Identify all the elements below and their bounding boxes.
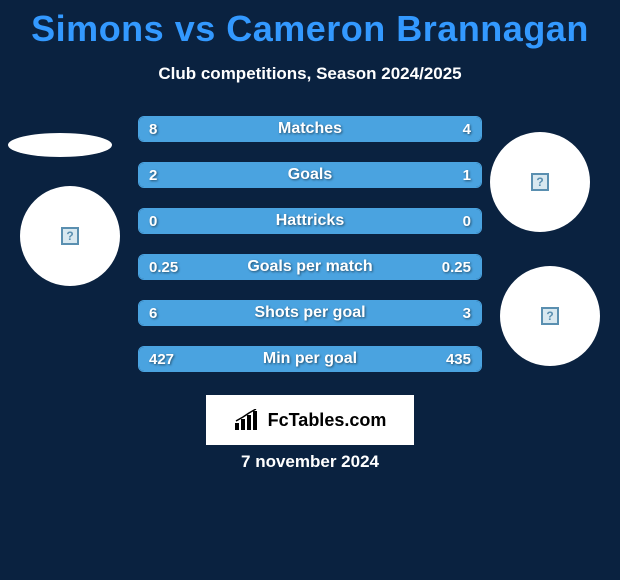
subtitle: Club competitions, Season 2024/2025 [0, 64, 620, 84]
stat-row: 2 Goals 1 [138, 162, 482, 188]
stat-label: Min per goal [139, 347, 481, 371]
placeholder-icon: ? [531, 173, 549, 191]
stat-value-right: 0 [463, 209, 471, 233]
brand-text: FcTables.com [268, 410, 387, 431]
stat-bars: 8 Matches 4 2 Goals 1 0 Hattricks 0 0.25… [138, 116, 482, 392]
stat-value-right: 0.25 [442, 255, 471, 279]
stat-value-right: 435 [446, 347, 471, 371]
stat-row: 427 Min per goal 435 [138, 346, 482, 372]
stat-row: 8 Matches 4 [138, 116, 482, 142]
stat-value-right: 4 [463, 117, 471, 141]
placeholder-icon: ? [61, 227, 79, 245]
decoration-circle-left: ? [20, 186, 120, 286]
stat-label: Goals per match [139, 255, 481, 279]
stat-label: Hattricks [139, 209, 481, 233]
brand-badge: FcTables.com [206, 395, 414, 445]
stat-value-right: 3 [463, 301, 471, 325]
comparison-area: ? ? ? 8 Matches 4 2 Goals 1 0 Hattricks … [0, 116, 620, 416]
decoration-circle-right-1: ? [490, 132, 590, 232]
stat-row: 0.25 Goals per match 0.25 [138, 254, 482, 280]
date-text: 7 november 2024 [0, 452, 620, 472]
stat-row: 6 Shots per goal 3 [138, 300, 482, 326]
decoration-ellipse-left [8, 133, 112, 157]
placeholder-icon: ? [541, 307, 559, 325]
stat-label: Goals [139, 163, 481, 187]
page-title: Simons vs Cameron Brannagan [0, 0, 620, 50]
stat-row: 0 Hattricks 0 [138, 208, 482, 234]
stat-label: Shots per goal [139, 301, 481, 325]
brand-chart-icon [234, 409, 262, 431]
stat-value-right: 1 [463, 163, 471, 187]
decoration-circle-right-2: ? [500, 266, 600, 366]
stat-label: Matches [139, 117, 481, 141]
